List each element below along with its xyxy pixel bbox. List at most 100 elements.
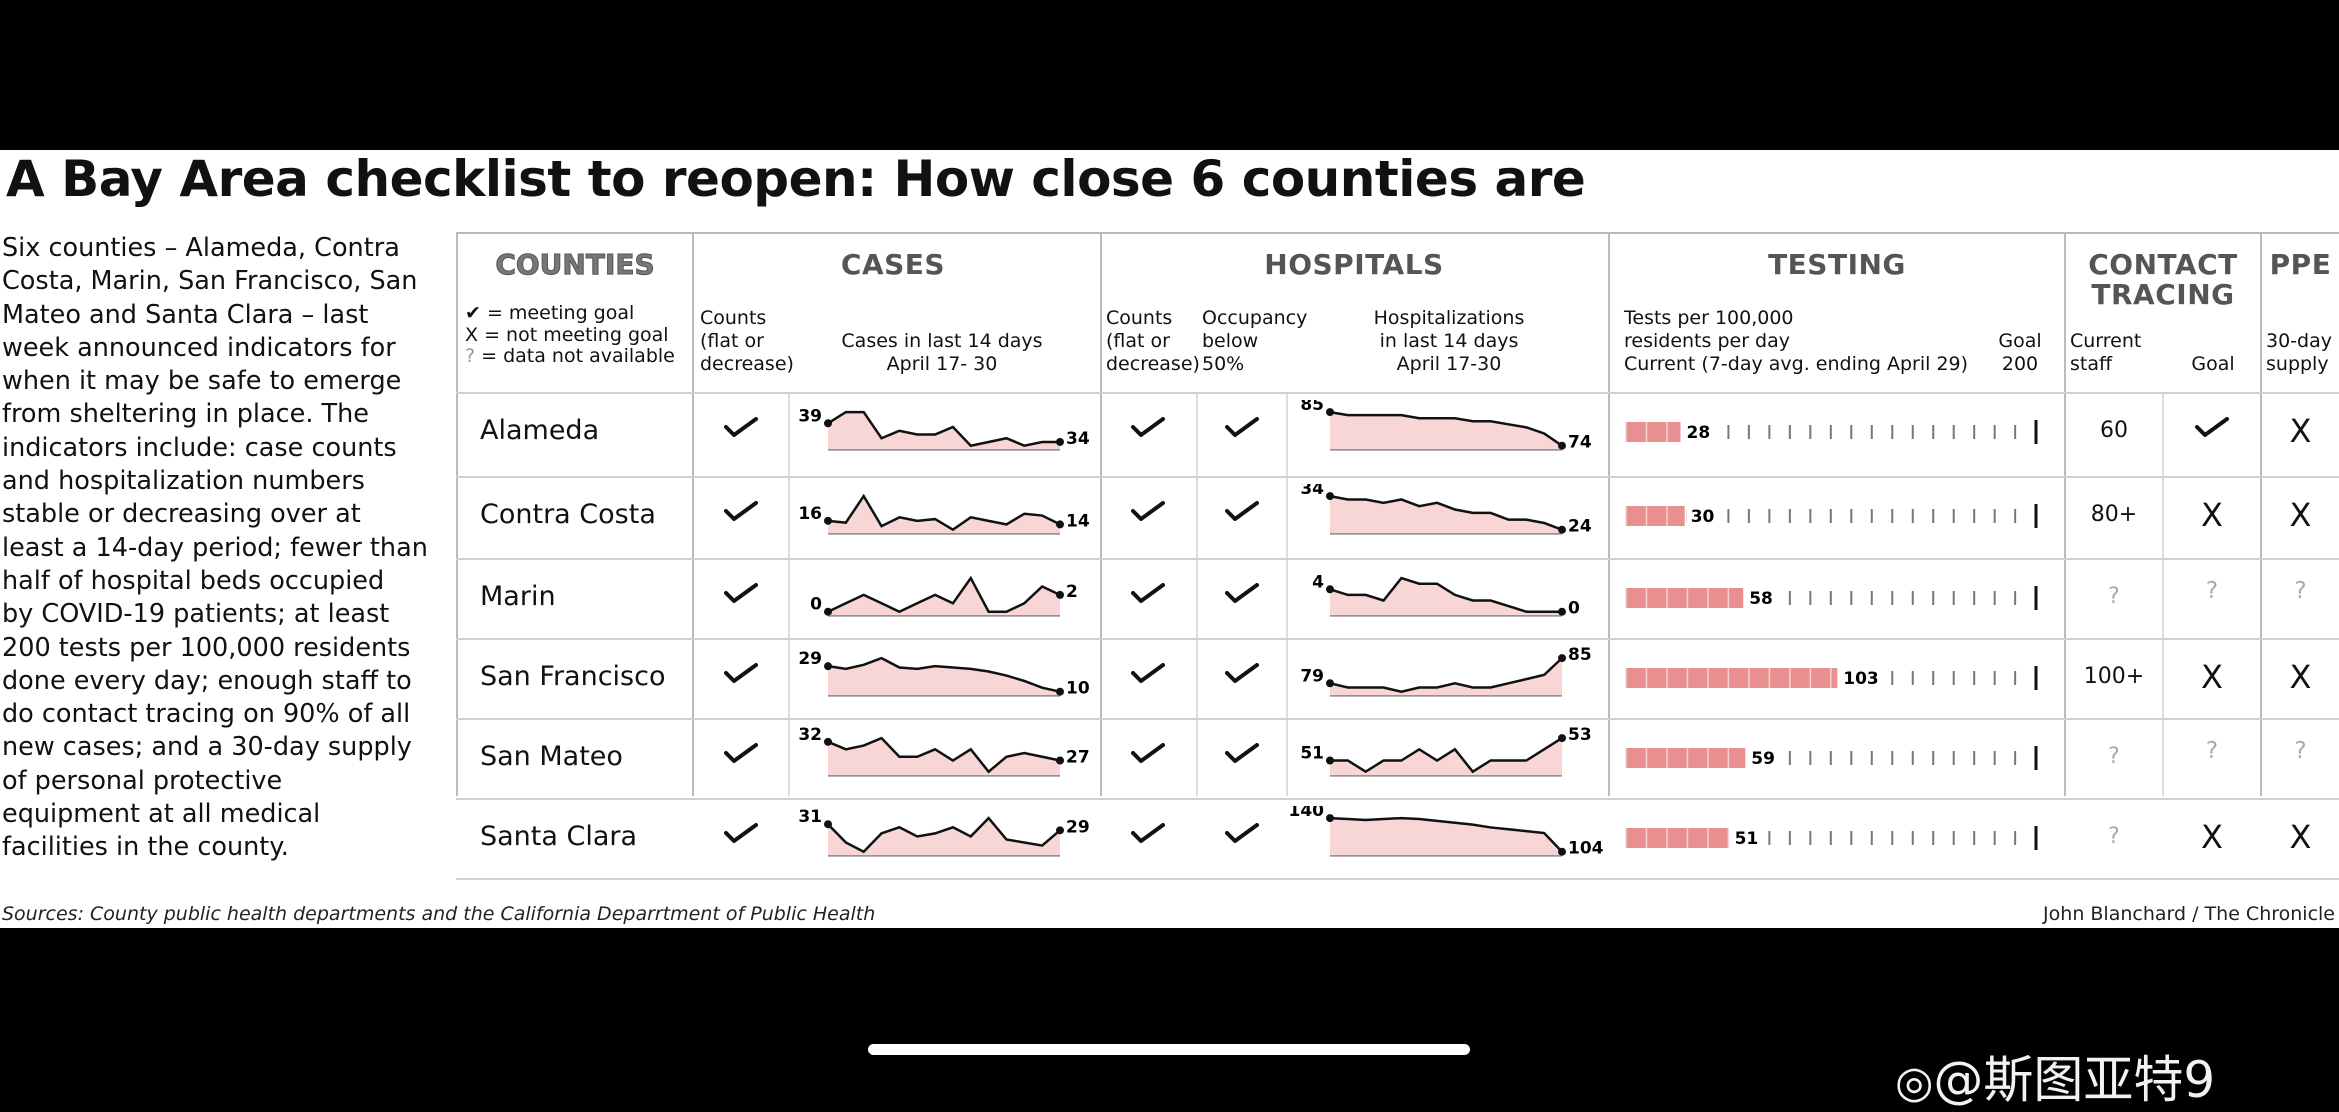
hosp-line — [1330, 737, 1563, 774]
county-name: Contra Costa — [480, 499, 656, 530]
legend-not-meeting: X = not meeting goal — [465, 323, 669, 346]
page-title: A Bay Area checklist to reopen: How clos… — [6, 150, 1586, 208]
contact-goal-x-icon: X — [2201, 818, 2223, 856]
testing-bar-fill — [1626, 506, 1685, 526]
contact-staff-value: ? — [2108, 584, 2120, 609]
cases-end-label: 2 — [1066, 582, 1078, 602]
cases-endpoint — [824, 662, 832, 671]
hosp-start-label: 79 — [1300, 666, 1324, 686]
cases-endpoint — [824, 419, 832, 428]
grid-divider — [2162, 394, 2164, 796]
contact-staff-value: 80+ — [2090, 502, 2138, 527]
county-name: Marin — [480, 581, 556, 612]
intro-line: and hospitalization numbers — [2, 466, 365, 497]
cases-flat-check-icon — [696, 412, 786, 447]
cases-line — [827, 816, 1061, 854]
cases-endpoint — [1056, 687, 1064, 696]
grid-divider — [1196, 394, 1198, 796]
intro-line: facilities in the county. — [2, 832, 289, 863]
testing-label-bg — [1839, 667, 1881, 689]
cases-start-label: 32 — [798, 726, 822, 745]
hosp-flat-check-icon — [1102, 818, 1194, 853]
intro-line: indicators include: case counts — [2, 432, 397, 463]
ppe-na-icon: ? — [2294, 738, 2307, 764]
hosp-flat-check-icon — [1102, 578, 1194, 613]
cases-flat-check-icon — [696, 818, 786, 853]
subheader-cases_14: Cases in last 14 days April 17- 30 — [841, 330, 1043, 375]
contact-goal-check-icon — [2164, 412, 2260, 447]
legend-meeting: ✔ = meeting goal — [465, 302, 635, 324]
subheader-goal: Goal 200 — [1998, 330, 2042, 375]
cases-flat-check-icon — [696, 496, 786, 531]
hosp-endpoint — [1326, 814, 1334, 823]
hosp-end-label: 24 — [1568, 517, 1592, 537]
hosp-start-label: 85 — [1300, 400, 1324, 415]
hosp-area — [1330, 818, 1562, 856]
credit: John Blanchard / The Chronicle — [2043, 903, 2335, 925]
cases-line — [827, 493, 1061, 532]
contact-staff-value: 60 — [2100, 418, 2128, 443]
grid-divider — [788, 394, 790, 796]
cases-area — [828, 578, 1060, 616]
intro-line: by COVID-19 patients; at least — [2, 599, 390, 630]
intro-line: of personal protective — [2, 765, 283, 796]
grid-divider — [1286, 394, 1288, 796]
cases-endpoint — [1056, 590, 1064, 599]
header-cases: CASES — [840, 248, 946, 281]
cases-start-label: 31 — [798, 807, 822, 827]
testing-bar-fill — [1626, 588, 1744, 608]
hosp-sparkline: 40 — [1312, 572, 1580, 618]
question-icon: ? — [465, 345, 476, 367]
header-contact-tracing-1: CONTACT — [2088, 248, 2238, 281]
cases-end-label: 27 — [1066, 748, 1090, 768]
hosp-end-label: 85 — [1568, 646, 1592, 665]
cases-start-label: 0 — [810, 595, 822, 615]
ppe-x-icon: X — [2289, 818, 2312, 856]
testing-bar-fill — [1626, 668, 1838, 688]
subheader-cases_counts: Counts (flat or decrease) — [700, 307, 794, 375]
testing-bar: 28 — [1625, 420, 2038, 444]
hosp-line — [1329, 816, 1563, 853]
check-icon: ✔ — [465, 302, 481, 324]
cases-flat-check-icon — [696, 738, 786, 773]
intro-line: 200 tests per 100,000 residents — [2, 632, 411, 663]
testing-bar-fill — [1626, 422, 1681, 442]
intro-line: equipment at all medical — [2, 799, 321, 830]
header-ppe: PPE — [2269, 248, 2332, 281]
testing-bar: 51 — [1625, 826, 2038, 850]
header-counties: COUNTIES — [495, 248, 655, 282]
cases-line — [827, 736, 1061, 774]
testing-value: 51 — [1735, 829, 1759, 849]
hosp-area — [1330, 578, 1562, 616]
hosp-endpoint — [1326, 756, 1334, 765]
testing-bar: 59 — [1625, 746, 2038, 770]
hosp-line — [1329, 657, 1563, 693]
intro-line: from sheltering in place. The — [2, 399, 369, 430]
home-indicator[interactable] — [868, 1044, 1470, 1055]
hosp-endpoint — [1558, 847, 1566, 856]
contact-goal-na-icon: ? — [2205, 738, 2219, 764]
cases-endpoint — [824, 607, 832, 616]
cases-sparkline: 02 — [810, 575, 1078, 617]
hosp-endpoint — [1326, 585, 1334, 594]
hosp-endpoint — [1326, 408, 1334, 417]
cases-sparkline: 31 29 — [798, 807, 1090, 857]
intro-line: Mateo and Santa Clara – last — [2, 299, 369, 330]
intro-line: Costa, Marin, San Francisco, San — [2, 266, 418, 297]
weibo-logo-icon: ◎ — [1895, 1057, 1934, 1108]
cases-endpoint — [1056, 437, 1064, 446]
testing-bar: 103 — [1625, 666, 2038, 690]
row-divider — [456, 638, 2339, 640]
intro-line: stable or decreasing over at — [2, 499, 361, 530]
header-contact-tracing-2: TRACING — [2091, 278, 2235, 311]
row-divider — [456, 798, 2339, 800]
cases-line — [827, 410, 1060, 448]
grid-divider — [1608, 232, 1610, 796]
cases-end-label: 29 — [1066, 817, 1090, 837]
hosp-area — [1330, 658, 1562, 696]
hosp-line — [1329, 410, 1563, 447]
testing-label-bg — [1682, 421, 1713, 443]
cases-start-label: 39 — [798, 406, 822, 426]
hosp-end-label: 53 — [1568, 726, 1592, 745]
grid-divider — [692, 232, 694, 796]
